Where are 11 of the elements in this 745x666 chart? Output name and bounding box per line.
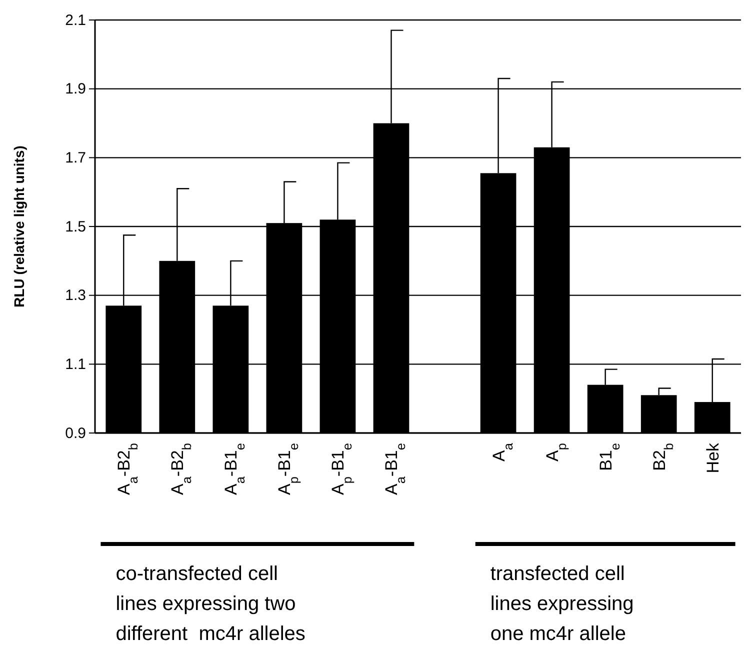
text: transfected cell lines expressing one mc4r allele — [490, 563, 634, 645]
y-tick-label: 0.9 — [65, 424, 86, 442]
y-tick-label: 2.1 — [65, 12, 86, 29]
y-tick-label: 1.3 — [65, 287, 86, 304]
y-axis-title: RLU (relative light units) — [11, 146, 27, 308]
x-tick-label: Hek — [703, 442, 722, 474]
text: co-transfected cell lines expressing two different mc4r alleles — [116, 563, 306, 645]
y-tick-label: 1.9 — [65, 80, 86, 98]
y-tick-label: 1.5 — [65, 218, 86, 236]
y-tick-label: 1.7 — [65, 149, 86, 166]
y-tick-label: 1.1 — [65, 356, 86, 373]
